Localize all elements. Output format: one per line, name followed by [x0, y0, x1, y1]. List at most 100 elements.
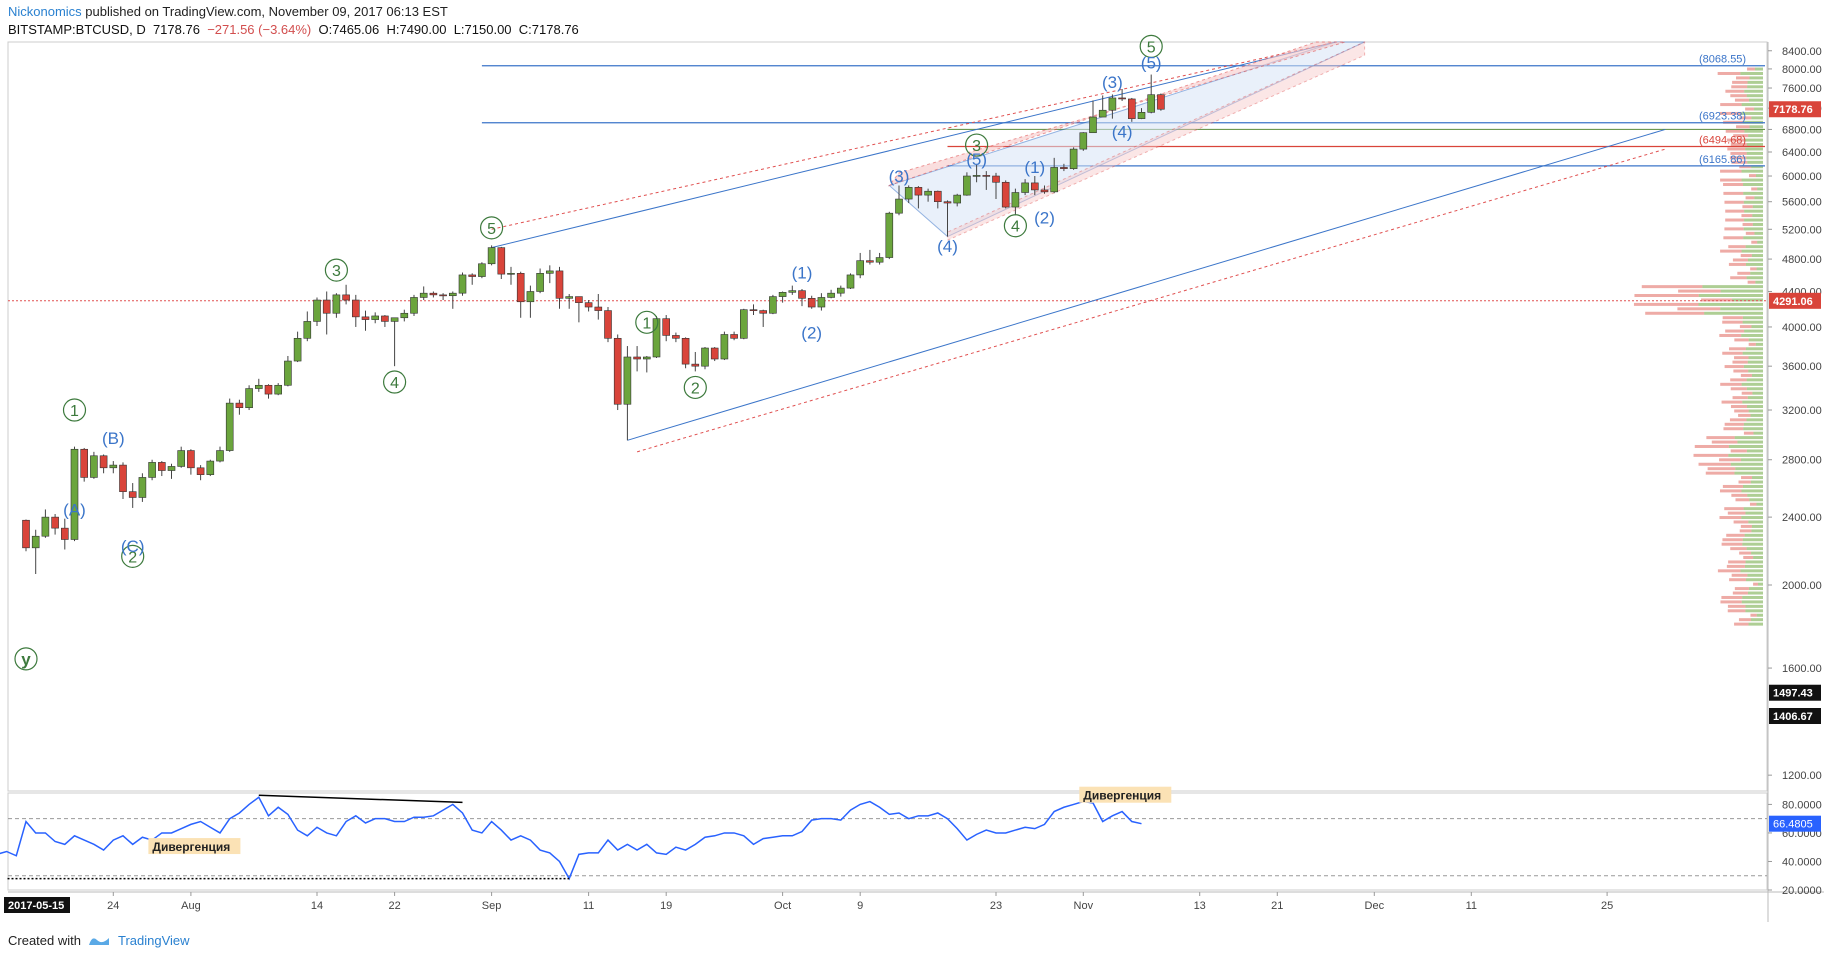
volume-profile-bar-down [1694, 444, 1729, 448]
volume-profile-bar-down [1723, 191, 1744, 195]
volume-profile-bar-down [1734, 409, 1749, 413]
volume-profile-bar-up [1742, 484, 1763, 488]
author-link[interactable]: Nickonomics [8, 4, 82, 19]
volume-profile-bar-up [1742, 351, 1763, 355]
candle-down [497, 247, 506, 275]
channel-lower-dotted [636, 148, 1666, 453]
volume-profile-bar-up [1755, 174, 1763, 178]
price-tick-label: 2000.00 [1782, 580, 1822, 592]
volume-profile-bar-up [1748, 134, 1763, 138]
candle-down [51, 516, 59, 529]
volume-profile-bar-up [1735, 467, 1763, 471]
candle-up [652, 318, 661, 358]
wave-label-text: (2) [1034, 208, 1055, 227]
volume-profile-bar-up [1752, 476, 1763, 480]
volume-profile-bar-down [1725, 89, 1745, 93]
price-tick-label: 6000.00 [1782, 171, 1822, 183]
candle-down [633, 356, 641, 360]
time-tick-label: 23 [990, 900, 1002, 912]
volume-profile-bar-up [1748, 520, 1763, 524]
candle-down [943, 201, 952, 204]
volume-profile-bar-down [1719, 516, 1742, 520]
candle-down [1031, 182, 1039, 191]
volume-profile-bar-down [1732, 591, 1748, 595]
candle-down [235, 402, 244, 409]
volume-profile-bar-up [1741, 169, 1763, 173]
volume-profile-bar-up [1747, 591, 1763, 595]
candle-up [284, 360, 292, 386]
candle-up [895, 198, 903, 214]
tradingview-brand[interactable]: TradingView [118, 933, 190, 948]
wave-label-text: 1 [70, 403, 79, 420]
volume-profile-bar-down [1645, 311, 1705, 315]
candle-up [507, 273, 515, 275]
wave-label-text: (1) [1024, 158, 1045, 177]
volume-profile-bar-up [1746, 387, 1763, 391]
volume-profile-bar-up [1749, 125, 1763, 129]
time-tick-label: 13 [1194, 900, 1206, 912]
volume-profile-bar-up [1745, 604, 1763, 608]
chart-footer: Created with TradingView [0, 924, 1824, 956]
volume-profile-bar-down [1750, 267, 1757, 271]
volume-profile-bar-down [1732, 360, 1748, 364]
volume-profile-bar-up [1741, 111, 1763, 115]
volume-profile-bar-up [1745, 560, 1763, 564]
volume-profile-bar-down [1731, 573, 1748, 577]
price-tick-label: 8400.00 [1782, 46, 1822, 58]
volume-profile-bar-up [1741, 178, 1763, 182]
candle-up [788, 290, 797, 293]
volume-profile-bar-down [1742, 205, 1753, 209]
volume-profile-bar-up [1751, 116, 1763, 120]
candle-down [128, 491, 137, 498]
volume-profile-bar-down [1731, 85, 1748, 89]
volume-profile-bar-up [1748, 409, 1763, 413]
price-tick-label: 3200.00 [1782, 405, 1822, 417]
channel-lower-line [627, 128, 1666, 441]
candle-down [429, 292, 438, 296]
time-tick-label: Aug [181, 900, 201, 912]
volume-profile-bar-up [1740, 569, 1763, 573]
candle-up [41, 516, 50, 537]
high-label: H: [386, 22, 400, 37]
candle-up [904, 187, 913, 200]
volume-profile-bar-down [1734, 622, 1749, 626]
volume-profile-bar-down [1717, 71, 1741, 75]
candle-down [584, 302, 593, 308]
volume-profile-bar-down [1721, 542, 1743, 546]
wave-label-circle [14, 647, 38, 671]
volume-profile-bar-down [1725, 218, 1745, 222]
price-tick-label: 5200.00 [1782, 224, 1822, 236]
volume-profile-bar-down [1725, 329, 1745, 333]
volume-profile-bar-down [1721, 400, 1743, 404]
candle-down [99, 455, 108, 469]
candles-group [22, 74, 1165, 574]
wave-label-circle [1139, 34, 1163, 58]
candle-up [390, 317, 399, 322]
volume-profile-bar-down [1727, 609, 1746, 613]
volume-profile-bar-up [1743, 227, 1763, 231]
candle-up [70, 448, 79, 540]
time-tick-label: Sep [482, 900, 502, 912]
volume-profile-bar-down [1707, 467, 1736, 471]
candle-up [846, 274, 855, 289]
candle-up [536, 273, 544, 292]
volume-profile-bar-down [1741, 476, 1753, 480]
volume-profile-bar-down [1731, 160, 1748, 164]
price-tick-label: 1600.00 [1782, 663, 1822, 675]
volume-profile-bar-down [1701, 298, 1733, 302]
volume-profile-bar-up [1755, 342, 1763, 346]
candle-down [681, 337, 690, 365]
candle-down [914, 187, 923, 196]
volume-profile-bar-down [1747, 280, 1756, 284]
price-tick-label: 3600.00 [1782, 361, 1822, 373]
volume-profile-bar-down [1747, 67, 1756, 71]
candle-down [749, 309, 758, 311]
price-tick-label: 4800.00 [1782, 254, 1822, 266]
divergence-annotation: Дивергенция [1083, 789, 1161, 803]
candle-up [487, 247, 496, 265]
candle-down [798, 290, 806, 299]
candle-up [856, 260, 865, 276]
candle-down [342, 294, 350, 301]
oscillator-badge [1769, 815, 1821, 832]
